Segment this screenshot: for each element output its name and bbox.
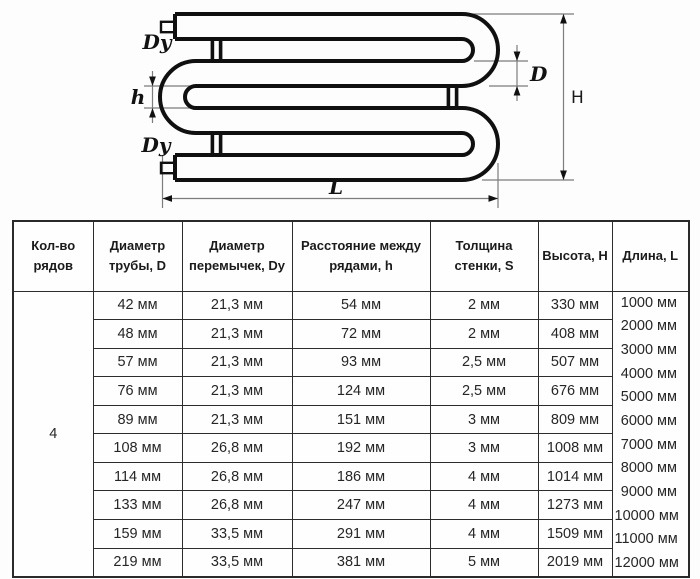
cell-dy: 26,8 мм (181, 461, 293, 492)
header-pipe-diameter: Диаметр трубы, D (92, 220, 183, 292)
register-drawing: Dy h Dy D H L (0, 0, 700, 214)
header-rows-count: Кол-во рядов (12, 220, 94, 292)
cell-h: 247 мм (291, 490, 431, 520)
cell-dy: 21,3 мм (181, 347, 293, 378)
length-value: 4000 мм (620, 365, 677, 382)
table-row: 76 мм 21,3 мм 124 мм 2,5 мм 676 мм (13, 376, 689, 406)
cell-h: 186 мм (291, 461, 431, 492)
cell-d: 48 мм (92, 319, 183, 349)
cell-rows-count: 4 (12, 290, 94, 578)
cell-d: 89 мм (92, 404, 183, 435)
cell-s: 2 мм (429, 290, 539, 321)
cell-height: 507 мм (537, 347, 613, 378)
dimension-arrows (149, 14, 567, 202)
cell-h: 93 мм (291, 347, 431, 378)
cell-dy: 33,5 мм (181, 519, 293, 549)
cell-d: 159 мм (92, 519, 183, 549)
cell-height: 809 мм (537, 404, 613, 435)
cell-s: 4 мм (429, 461, 539, 492)
cell-s: 3 мм (429, 404, 539, 435)
header-length: Длина, L (611, 220, 690, 292)
header-height: Высота, H (537, 220, 613, 292)
length-value: 2000 мм (620, 318, 677, 335)
table-row: 159 мм 33,5 мм 291 мм 4 мм 1509 мм (13, 519, 689, 549)
cell-h: 291 мм (291, 519, 431, 549)
cell-d: 219 мм (92, 547, 183, 578)
cell-s: 2,5 мм (429, 376, 539, 406)
cell-height: 1008 мм (537, 433, 613, 463)
cell-height: 2019 мм (537, 547, 613, 578)
header-row: Кол-во рядов Диаметр трубы, D Диаметр пе… (12, 220, 690, 292)
length-value: 9000 мм (620, 484, 677, 500)
cell-s: 3 мм (429, 433, 539, 463)
label-h-height: H (571, 88, 584, 108)
specs-table: Кол-во рядов Диаметр трубы, D Диаметр пе… (12, 220, 690, 578)
cell-dy: 21,3 мм (181, 290, 293, 321)
cell-d: 76 мм (92, 376, 183, 406)
cell-dy: 21,3 мм (181, 319, 293, 349)
table-row: 114 мм 26,8 мм 186 мм 4 мм 1014 мм (13, 461, 689, 492)
cell-d: 42 мм (92, 290, 183, 321)
register-drawing-svg: Dy h Dy D H L (131, 12, 584, 208)
cell-d: 57 мм (92, 347, 183, 378)
cell-d: 108 мм (92, 433, 183, 463)
cell-s: 4 мм (429, 519, 539, 549)
cell-h: 151 мм (291, 404, 431, 435)
length-value: 6000 мм (620, 412, 677, 429)
label-l-length: L (328, 175, 343, 199)
cell-h: 192 мм (291, 433, 431, 463)
cell-h: 124 мм (291, 376, 431, 406)
cell-dy: 26,8 мм (181, 490, 293, 520)
cell-s: 2 мм (429, 319, 539, 349)
label-h-row-spacing: h (131, 85, 146, 109)
cell-d: 133 мм (92, 490, 183, 520)
table-row: 219 мм 33,5 мм 381 мм 5 мм 2019 мм (13, 547, 689, 578)
cell-h: 54 мм (291, 290, 431, 321)
label-d-diameter: D (529, 62, 548, 86)
cell-height: 1509 мм (537, 519, 613, 549)
cell-s: 4 мм (429, 490, 539, 520)
table-row: 57 мм 21,3 мм 93 мм 2,5 мм 507 мм (13, 347, 689, 378)
cell-height: 1273 мм (537, 490, 613, 520)
cell-h: 381 мм (291, 547, 431, 578)
label-dy-inlet: Dy (142, 30, 173, 54)
cell-lengths: 1000 мм 2000 мм 3000 мм 4000 мм 5000 мм … (611, 290, 690, 578)
cell-s: 2,5 мм (429, 347, 539, 378)
table-row: 108 мм 26,8 мм 192 мм 3 мм 1008 мм (13, 433, 689, 463)
length-value: 11000 мм (614, 531, 678, 548)
length-value: 7000 мм (620, 436, 677, 453)
cell-height: 676 мм (537, 376, 613, 406)
cell-h: 72 мм (291, 319, 431, 349)
cell-dy: 26,8 мм (181, 433, 293, 463)
length-value: 8000 мм (620, 460, 677, 477)
length-value: 10000 мм (614, 507, 679, 524)
connection-stubs (159, 20, 177, 175)
table-row: 48 мм 21,3 мм 72 мм 2 мм 408 мм (13, 319, 689, 349)
cell-d: 114 мм (92, 461, 183, 492)
length-value: 5000 мм (620, 389, 677, 406)
label-dy-outlet: Dy (141, 133, 172, 157)
cell-height: 330 мм (537, 290, 613, 321)
table-row: 133 мм 26,8 мм 247 мм 4 мм 1273 мм (13, 490, 689, 520)
cell-dy: 21,3 мм (181, 404, 293, 435)
length-value: 3000 мм (620, 341, 677, 358)
header-jumper-diameter: Диаметр перемычек, Dy (181, 220, 293, 292)
header-row-spacing: Расстояние между рядами, h (291, 220, 431, 292)
header-wall-thickness: Толщина стенки, S (429, 220, 539, 292)
table-row: 4 42 мм 21,3 мм 54 мм 2 мм 330 мм 1000 м… (12, 290, 690, 578)
cell-dy: 21,3 мм (181, 376, 293, 406)
length-value: 12000 мм (614, 555, 679, 572)
cell-dy: 33,5 мм (181, 547, 293, 578)
table-row: 89 мм 21,3 мм 151 мм 3 мм 809 мм (13, 404, 689, 435)
cell-s: 5 мм (429, 547, 539, 578)
cell-height: 1014 мм (537, 461, 613, 492)
cell-height: 408 мм (537, 319, 613, 349)
length-value: 1000 мм (620, 294, 677, 311)
jumper-tubes (210, 37, 459, 157)
